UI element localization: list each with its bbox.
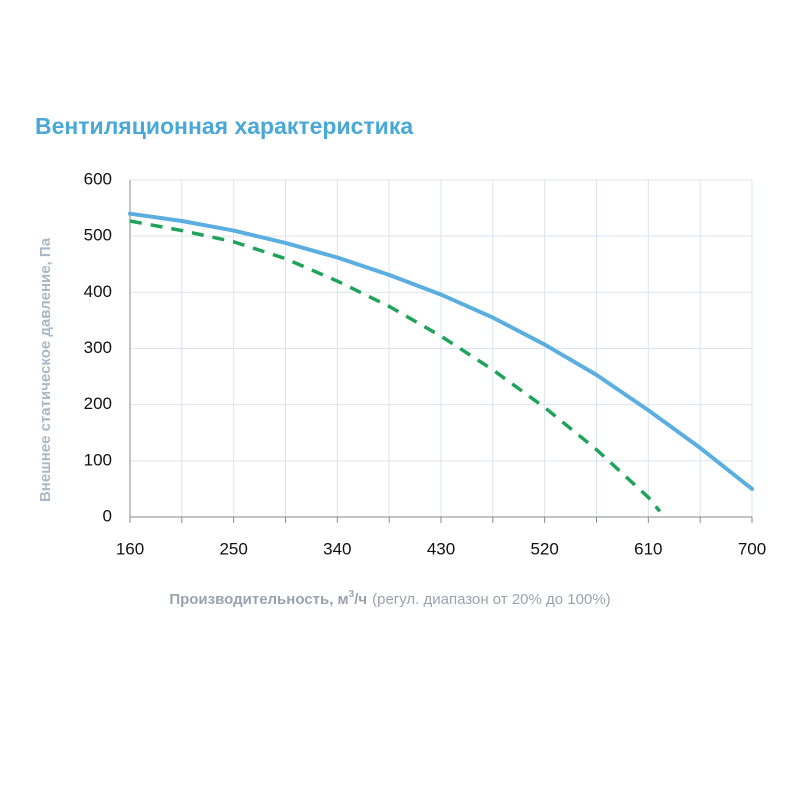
x-tick-label: 250 xyxy=(219,539,247,558)
x-label-unit: /ч xyxy=(354,591,367,608)
series-line xyxy=(128,211,754,491)
y-tick-label: 400 xyxy=(84,282,112,301)
x-tick-label: 610 xyxy=(634,539,662,558)
x-tick-label: 160 xyxy=(116,539,144,558)
x-tick-label: 430 xyxy=(427,539,455,558)
y-tick-label: 300 xyxy=(84,338,112,357)
y-tick-label: 0 xyxy=(103,506,112,525)
x-tick-label: 520 xyxy=(530,539,558,558)
x-axis-label: Производительность, м3/ч (регул. диапазон… xyxy=(169,589,610,608)
y-tick-label: 200 xyxy=(84,394,112,413)
y-tick-label: 600 xyxy=(84,169,112,188)
y-tick-label: 100 xyxy=(84,450,112,469)
series-line xyxy=(129,219,662,513)
x-tick-label: 340 xyxy=(323,539,351,558)
x-label-note: (регул. диапазон от 20% до 100%) xyxy=(372,591,611,608)
x-label-main: Производительность, м xyxy=(169,591,348,608)
y-tick-label: 500 xyxy=(84,226,112,245)
chart-title: Вентиляционная характеристика xyxy=(35,113,413,139)
y-axis-label: Внешнее статическое давление, Па xyxy=(37,237,54,502)
x-label-sup: 3 xyxy=(349,589,355,600)
x-tick-label: 700 xyxy=(738,539,766,558)
